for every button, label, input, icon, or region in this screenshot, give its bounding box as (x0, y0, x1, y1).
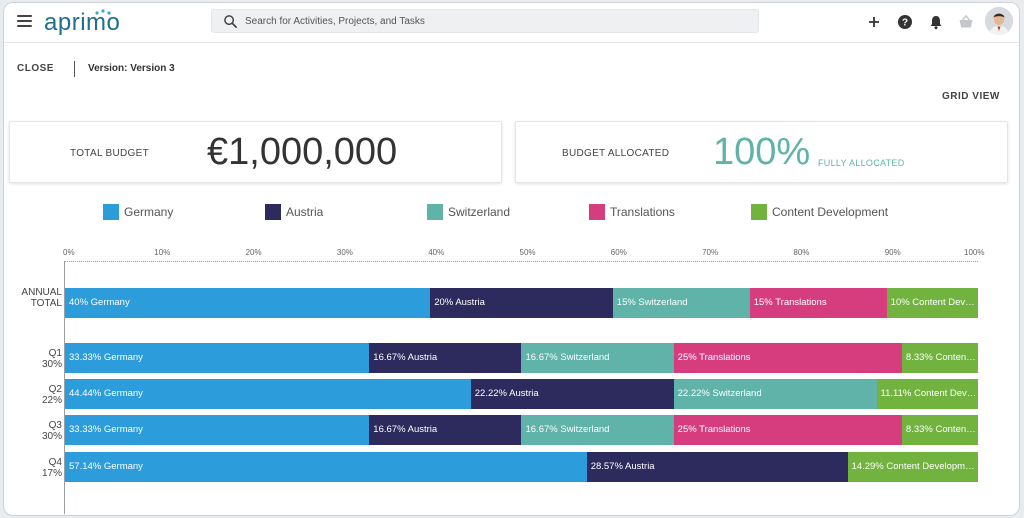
x-tick-label: 40% (428, 248, 445, 257)
subbar-divider (74, 61, 75, 77)
total-budget-label: TOTAL BUDGET (70, 148, 149, 159)
row-label-line: 30% (41, 431, 62, 442)
budget-allocated-card: BUDGET ALLOCATED 100% FULLY ALLOCATED (515, 121, 1008, 183)
grid-view-button[interactable]: GRID VIEW (942, 91, 1000, 102)
bar-segment-switzerland[interactable]: 16.67% Switzerland (521, 343, 674, 373)
legend-item-germany[interactable]: Germany (103, 203, 173, 221)
row-label-line: 22% (41, 395, 62, 406)
row-label: Q3 30% (6, 420, 62, 442)
legend-swatch-translations (589, 204, 605, 220)
bar-segment-switzerland[interactable]: 16.67% Switzerland (521, 415, 674, 445)
legend-swatch-austria (265, 204, 281, 220)
x-tick-label: 60% (610, 248, 627, 257)
legend-label: Content Development (772, 205, 889, 219)
bar-segment-austria[interactable]: 28.57% Austria (586, 452, 848, 482)
basket-icon[interactable] (958, 14, 974, 30)
bar-segment-translations[interactable]: 25% Translations (673, 415, 902, 445)
legend-item-translations[interactable]: Translations (589, 203, 675, 221)
legend-swatch-switzerland (427, 204, 443, 220)
notifications-bell-icon[interactable] (928, 14, 944, 30)
legend-item-switzerland[interactable]: Switzerland (427, 203, 510, 221)
bar-segment-content-development[interactable]: 8.33% Content Development (901, 343, 978, 373)
legend-swatch-germany (103, 204, 119, 220)
x-tick-label: 0% (63, 248, 75, 257)
legend-label: Austria (286, 205, 324, 219)
logo-dots-icon (95, 9, 111, 15)
row-label: ANNUAL TOTAL (6, 287, 62, 309)
menu-icon[interactable] (17, 15, 32, 27)
y-axis-line (64, 261, 65, 514)
row-label: Q4 17% (6, 457, 62, 479)
avatar-portrait-icon (985, 7, 1013, 35)
search-icon (224, 15, 237, 28)
x-tick-label: 70% (702, 248, 719, 257)
app-window: aprimo ? (3, 2, 1020, 516)
stacked-bar-row: 57.14% Germany 28.57% Austria 14.29% Conte… (65, 452, 978, 482)
bar-segment-austria[interactable]: 16.67% Austria (369, 343, 522, 373)
help-icon[interactable]: ? (897, 14, 913, 30)
bar-segment-content-development[interactable]: 8.33% Content Development (901, 415, 978, 445)
legend-label: Switzerland (448, 205, 511, 219)
bar-segment-content-development[interactable]: 10% Content Development (886, 288, 978, 318)
bar-segment-germany[interactable]: 33.33% Germany (65, 343, 370, 373)
legend-item-austria[interactable]: Austria (265, 203, 323, 221)
bar-segment-translations[interactable]: 15% Translations (749, 288, 887, 318)
svg-text:?: ? (902, 18, 908, 29)
x-tick-label: 20% (245, 248, 262, 257)
top-bar: aprimo ? (4, 3, 1019, 43)
budget-allocated-label: BUDGET ALLOCATED (562, 148, 670, 159)
row-label-line: TOTAL (30, 298, 62, 309)
x-axis-line (64, 261, 978, 262)
bar-segment-content-development[interactable]: 11.11% Content Development (876, 379, 978, 409)
row-label-line: 30% (41, 359, 62, 370)
total-budget-value: €1,000,000 (207, 131, 398, 173)
total-budget-card: TOTAL BUDGET €1,000,000 (9, 121, 502, 183)
close-button[interactable]: CLOSE (17, 63, 54, 74)
stacked-bar-row: 33.33% Germany 16.67% Austria 16.67% Switz… (65, 415, 978, 445)
x-tick-label: 30% (336, 248, 353, 257)
stacked-bar-row: 33.33% Germany 16.67% Austria 16.67% Switz… (65, 343, 978, 373)
x-tick-label: 10% (154, 248, 171, 257)
bar-segment-content-development[interactable]: 14.29% Content Development (847, 452, 978, 482)
stacked-bar-row: 40% Germany 20% Austria 15% Switzerland 15%… (65, 288, 978, 318)
row-label: Q2 22% (6, 384, 62, 406)
search-input[interactable] (245, 12, 745, 31)
row-label-line: Q4 (48, 457, 62, 468)
version-label: Version: Version 3 (88, 63, 175, 74)
row-label-line: Q2 (48, 384, 62, 395)
x-tick-label: 50% (519, 248, 536, 257)
legend-label: Translations (610, 205, 675, 219)
bar-segment-switzerland[interactable]: 22.22% Switzerland (673, 379, 877, 409)
user-avatar[interactable] (985, 7, 1013, 35)
row-label-line: Q3 (48, 420, 62, 431)
x-tick-label: 90% (884, 248, 901, 257)
bar-segment-translations[interactable]: 25% Translations (673, 343, 902, 373)
bar-segment-austria[interactable]: 16.67% Austria (369, 415, 522, 445)
bar-segment-germany[interactable]: 33.33% Germany (65, 415, 370, 445)
bar-segment-germany[interactable]: 57.14% Germany (65, 452, 587, 482)
bar-segment-switzerland[interactable]: 15% Switzerland (612, 288, 750, 318)
row-label: Q1 30% (6, 348, 62, 370)
allocation-status: FULLY ALLOCATED (818, 158, 905, 168)
row-label-line: ANNUAL (21, 287, 62, 298)
bar-segment-austria[interactable]: 22.22% Austria (470, 379, 674, 409)
aprimo-logo[interactable]: aprimo (44, 9, 121, 36)
budget-allocated-value: 100% (713, 131, 811, 173)
row-label-line: 17% (41, 468, 62, 479)
bar-segment-germany[interactable]: 40% Germany (65, 288, 431, 318)
add-icon[interactable] (866, 14, 882, 30)
legend-label: Germany (124, 205, 174, 219)
x-tick-label: 100% (964, 248, 985, 257)
bar-segment-austria[interactable]: 20% Austria (430, 288, 613, 318)
legend-item-content-development[interactable]: Content Development (751, 203, 888, 221)
legend-swatch-content-development (751, 204, 767, 220)
search-bar[interactable] (211, 9, 759, 33)
x-tick-label: 80% (793, 248, 810, 257)
bar-segment-germany[interactable]: 44.44% Germany (65, 379, 471, 409)
row-label-line: Q1 (48, 348, 62, 359)
stacked-bar-row: 44.44% Germany 22.22% Austria 22.22% Switz… (65, 379, 978, 409)
